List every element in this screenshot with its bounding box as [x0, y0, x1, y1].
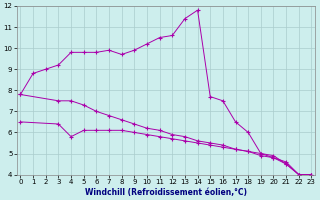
- X-axis label: Windchill (Refroidissement éolien,°C): Windchill (Refroidissement éolien,°C): [85, 188, 247, 197]
